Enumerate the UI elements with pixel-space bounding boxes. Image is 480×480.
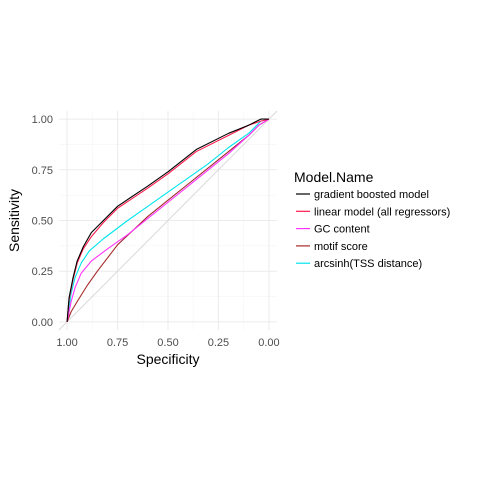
y-tick-label: 0.50 [32, 216, 53, 228]
reference-diagonal [58, 110, 278, 331]
legend: Model.Name gradient boosted model linear … [294, 169, 450, 270]
series-lines [66, 118, 270, 323]
series-line [66, 118, 270, 322]
y-tick-label: 0.75 [32, 165, 53, 177]
x-axis-title: Specificity [136, 351, 199, 367]
series-line [66, 118, 269, 322]
y-axis-ticks: 0.00 0.25 0.50 0.75 1.00 [32, 114, 53, 329]
legend-title: Model.Name [294, 169, 374, 185]
y-axis-title: Sensitivity [6, 189, 22, 252]
x-tick-label: 1.00 [56, 337, 77, 349]
x-tick-label: 0.50 [157, 337, 178, 349]
y-tick-label: 0.00 [32, 317, 53, 329]
y-tick-label: 1.00 [32, 114, 53, 126]
x-tick-label: 0.00 [258, 337, 279, 349]
legend-label: motif score [314, 241, 368, 253]
y-tick-label: 0.25 [32, 266, 53, 278]
x-axis-ticks: 1.00 0.75 0.50 0.25 0.00 [56, 337, 279, 349]
legend-label: arcsinh(TSS distance) [314, 258, 422, 270]
legend-label: gradient boosted model [314, 189, 429, 201]
legend-label: GC content [314, 224, 370, 236]
x-tick-label: 0.25 [208, 337, 229, 349]
legend-label: linear model (all regressors) [314, 206, 450, 218]
series-line [66, 118, 270, 322]
x-tick-label: 0.75 [107, 337, 128, 349]
